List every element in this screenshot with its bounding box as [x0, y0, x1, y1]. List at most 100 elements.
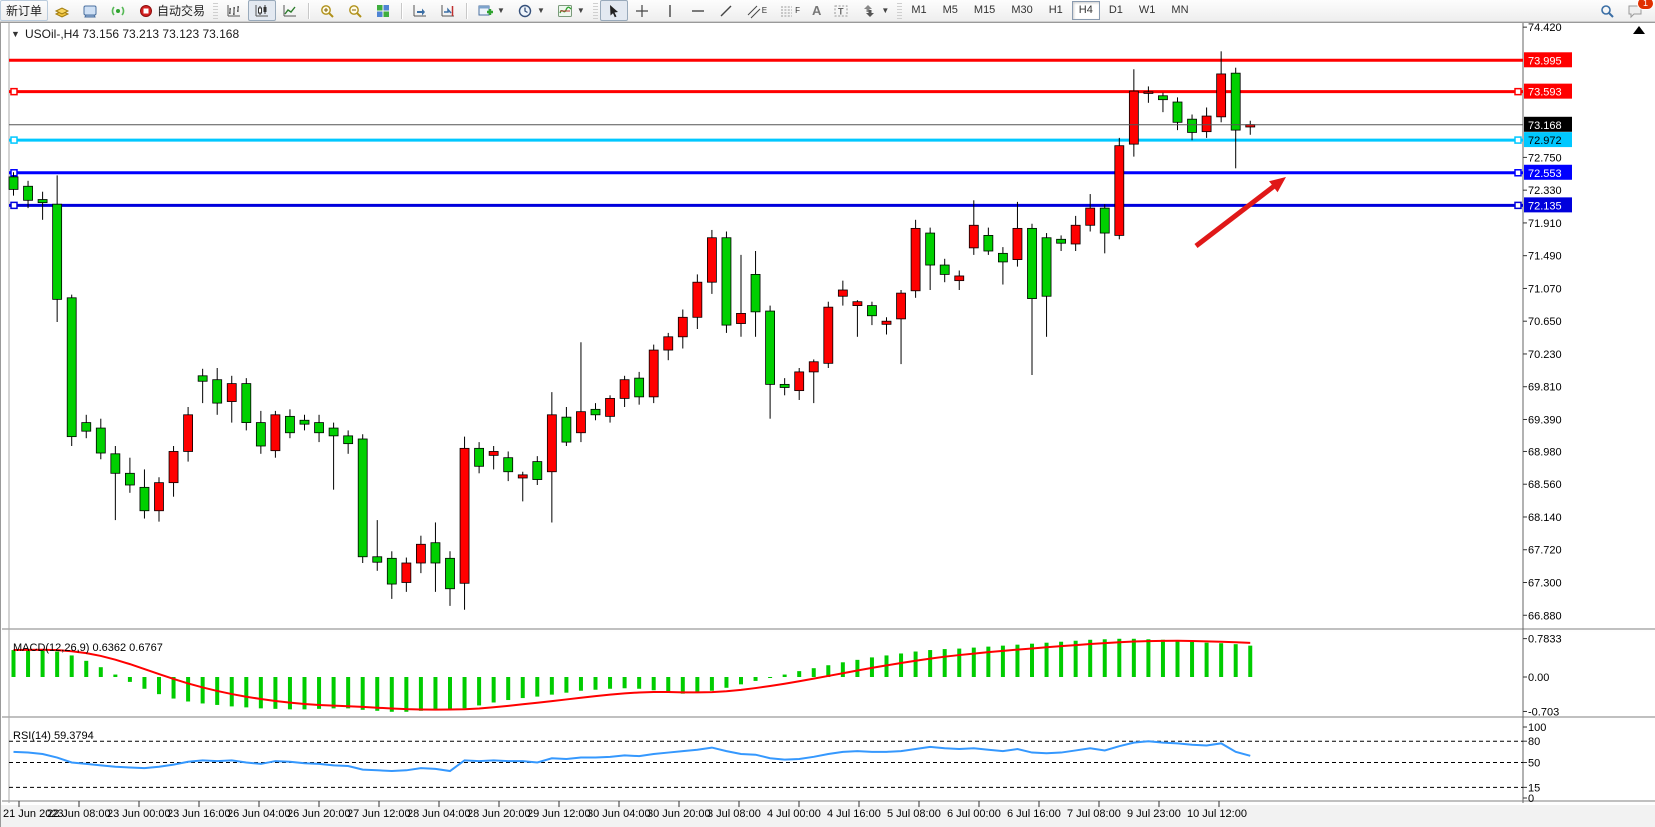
- line-handle[interactable]: [10, 87, 18, 96]
- macd-histogram-bar: [826, 665, 831, 677]
- indicators-icon: [557, 4, 572, 17]
- bar-chart-icon: [227, 4, 241, 16]
- fibonacci-tool-button[interactable]: F: [773, 0, 806, 21]
- line-chart-icon: [283, 4, 297, 16]
- timeframe-button-M5[interactable]: M5: [942, 4, 958, 16]
- price-tick-label: 66.880: [1528, 610, 1562, 622]
- cursor-tool-button[interactable]: [599, 0, 628, 21]
- macd-histogram-bar: [1030, 643, 1034, 677]
- time-axis-label: 6 Jul 00:00: [947, 808, 1001, 820]
- trend-arrow-head[interactable]: [1269, 177, 1286, 193]
- line-handle[interactable]: [10, 201, 18, 210]
- tile-windows-button[interactable]: [369, 0, 397, 21]
- text-label-tool-button[interactable]: T: [827, 0, 855, 21]
- chart-window[interactable]: 74.420 72.750 72.330 71.910 71.490 71.070 70.6…: [0, 22, 1655, 827]
- timeframe-button-M15[interactable]: M15: [973, 4, 996, 16]
- chart-line-button[interactable]: [276, 0, 304, 21]
- timeframe-button-D1[interactable]: D1: [1108, 4, 1123, 16]
- macd-histogram-bar: [171, 677, 176, 699]
- current-price-badge: [1524, 116, 1572, 132]
- search-button[interactable]: [1593, 0, 1621, 21]
- chevron-down-icon: ▼: [536, 6, 545, 15]
- line-handle[interactable]: [1514, 87, 1522, 96]
- zoom-out-button[interactable]: [341, 0, 369, 21]
- quotes-icon[interactable]: [48, 0, 76, 21]
- candle-body: [1172, 101, 1183, 123]
- notifications-button[interactable]: 1: [1621, 0, 1654, 21]
- timeframe-button-MN[interactable]: MN: [1171, 4, 1189, 16]
- chart-shift-button[interactable]: [434, 0, 462, 21]
- timeframe-button-H1[interactable]: H1: [1048, 4, 1063, 16]
- text-tool-button[interactable]: A: [806, 0, 827, 21]
- period-clock-button[interactable]: ▼: [511, 0, 551, 21]
- macd-histogram-bar: [1233, 644, 1238, 677]
- candle-body: [445, 557, 455, 590]
- channel-tool-button[interactable]: E: [740, 0, 773, 21]
- crosshair-tool-button[interactable]: [628, 0, 656, 21]
- candle-body: [255, 422, 266, 447]
- macd-histogram-bar: [331, 677, 336, 709]
- auto-trading-button[interactable]: 自动交易: [132, 0, 211, 21]
- line-handle[interactable]: [1514, 201, 1522, 210]
- macd-histogram-bar: [1117, 638, 1122, 677]
- horizontal-line-icon: [691, 9, 704, 12]
- line-handle[interactable]: [1514, 169, 1522, 177]
- horizontal-line-tool-button[interactable]: [684, 0, 712, 21]
- macd-histogram-bar: [957, 648, 962, 677]
- candle-body: [270, 414, 281, 452]
- zoom-in-button[interactable]: [313, 0, 341, 21]
- rsi-axis-label: 50: [1528, 758, 1540, 770]
- price-tick-label: 71.490: [1528, 251, 1562, 263]
- macd-histogram-bar: [448, 677, 452, 710]
- macd-histogram-bar: [593, 677, 598, 690]
- indicators-button[interactable]: ▼: [551, 0, 591, 21]
- macd-histogram-bar: [258, 677, 263, 709]
- macd-histogram-bar: [637, 677, 642, 689]
- macd-histogram-bar: [491, 677, 496, 703]
- macd-histogram-bar: [26, 649, 31, 677]
- macd-histogram-bar: [651, 677, 656, 691]
- symbol-dropdown-icon: ▼: [11, 29, 20, 39]
- macd-histogram-bar: [462, 677, 467, 709]
- new-chart-button[interactable]: ▼: [471, 0, 511, 21]
- candle-body: [66, 297, 77, 438]
- timeframe-button-M1[interactable]: M1: [911, 4, 927, 16]
- timeframe-button-W1[interactable]: W1: [1138, 4, 1156, 16]
- chart-canvas[interactable]: 74.420 72.750 72.330 71.910 71.490 71.070 70.6…: [1, 23, 1655, 827]
- shapes-tool-button[interactable]: ▼: [855, 0, 895, 21]
- macd-histogram-bar: [622, 677, 627, 689]
- macd-histogram-bar: [1175, 640, 1180, 677]
- candle-body: [779, 383, 790, 388]
- main-toolbar: 新订单 自动交易 ▼ ▼: [0, 0, 1655, 22]
- macd-histogram-bar: [157, 677, 161, 695]
- equidistant-channel-icon: [747, 5, 761, 18]
- candle-body: [401, 562, 412, 583]
- vertical-line-icon: [669, 4, 671, 17]
- trendline-tool-button[interactable]: [712, 0, 740, 21]
- chart-bars-button[interactable]: [220, 0, 248, 21]
- timeframe-button-M30[interactable]: M30: [1011, 4, 1033, 16]
- new-order-button[interactable]: 新订单: [0, 0, 49, 21]
- timeframe-button-H4[interactable]: H4: [1071, 1, 1100, 20]
- candle-body: [648, 349, 659, 398]
- price-level-badge-label: 72.972: [1528, 135, 1562, 147]
- macd-histogram-bar: [404, 677, 409, 712]
- price-tick-label: 72.750: [1528, 152, 1562, 164]
- auto-scroll-button[interactable]: [406, 0, 434, 21]
- vertical-line-tool-button[interactable]: [656, 0, 684, 21]
- auto-trading-label: 自动交易: [157, 4, 206, 18]
- time-axis-label: 26 Jun 04:00: [227, 808, 291, 820]
- macd-histogram-bar: [477, 677, 482, 706]
- candle-body: [954, 275, 965, 282]
- scroll-marker-icon[interactable]: [1633, 26, 1645, 34]
- line-handle[interactable]: [10, 136, 18, 144]
- broadcast-icon-button[interactable]: [104, 0, 132, 21]
- trend-arrow-line[interactable]: [1194, 182, 1278, 248]
- toolbar-separator: [466, 2, 468, 19]
- macd-histogram-bar: [986, 646, 991, 677]
- chart-candles-button[interactable]: [248, 0, 277, 21]
- toolbar-separator: [308, 2, 310, 19]
- line-handle[interactable]: [1514, 136, 1522, 144]
- yellow-stack-icon: [54, 6, 70, 18]
- terminal-icon-button[interactable]: [76, 0, 104, 21]
